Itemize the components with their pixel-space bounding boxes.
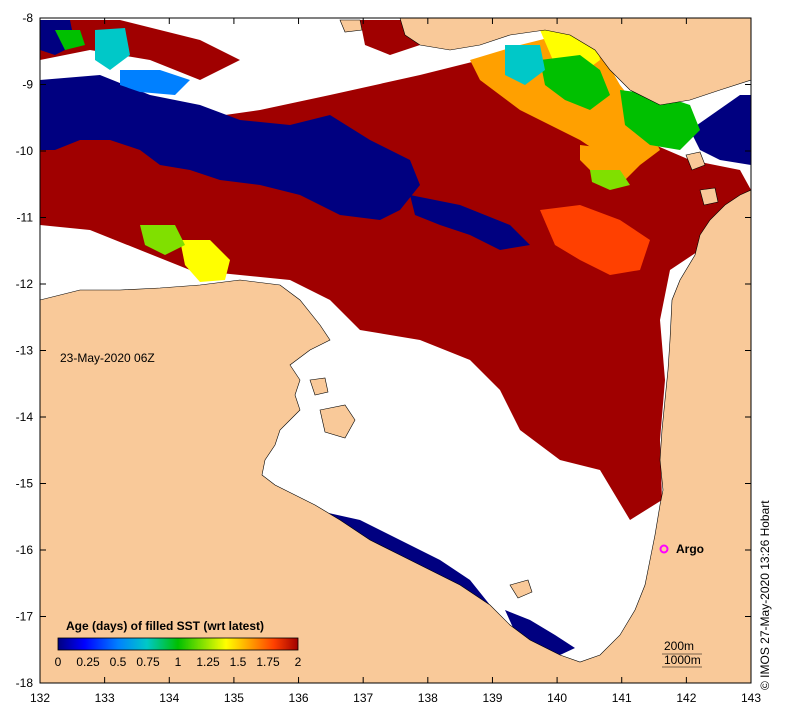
x-axis: 132 133 134 135 136 137 138 139 140 141 142 143 — [30, 18, 761, 705]
x-tick-label: 136 — [289, 691, 309, 705]
x-tick-label: 137 — [353, 691, 373, 705]
colorbar-tick-label: 0.75 — [136, 655, 160, 669]
y-tick-label: -18 — [16, 676, 34, 690]
argo-marker-icon — [659, 544, 669, 554]
colorbar-tick-label: 2 — [295, 655, 302, 669]
y-axis: -8 -9 -10 -11 -12 -13 -14 -15 -16 -17 -18 — [16, 11, 751, 690]
y-tick-label: -14 — [16, 410, 34, 424]
depth-1000-label: 1000m — [664, 653, 701, 667]
y-tick-label: -10 — [16, 144, 34, 158]
credit-text: © IMOS 27-May-2020 13:26 Hobart — [758, 500, 772, 690]
x-tick-label: 135 — [224, 691, 244, 705]
colorbar-tick-label: 0 — [55, 655, 62, 669]
x-tick-label: 138 — [418, 691, 438, 705]
colorbar-tick-label: 0.5 — [110, 655, 127, 669]
date-label: 23-May-2020 06Z — [60, 351, 155, 365]
colorbar-tick-label: 1.25 — [196, 655, 220, 669]
x-tick-label: 134 — [159, 691, 179, 705]
y-tick-label: -8 — [22, 11, 33, 25]
x-tick-label: 143 — [741, 691, 761, 705]
x-tick-label: 142 — [676, 691, 696, 705]
colorbar-gradient — [57, 637, 299, 651]
depth-200-label: 200m — [664, 639, 694, 653]
colorbar-tick-label: 1.5 — [230, 655, 247, 669]
colorbar-tick-label: 0.25 — [76, 655, 100, 669]
y-tick-label: -13 — [16, 344, 34, 358]
colorbar-tick-label: 1.75 — [256, 655, 280, 669]
y-tick-label: -9 — [22, 78, 33, 92]
argo-marker: Argo — [659, 542, 704, 556]
argo-label: Argo — [676, 542, 704, 556]
y-tick-label: -12 — [16, 277, 34, 291]
sst-age-field — [40, 20, 751, 655]
y-tick-label: -15 — [16, 477, 34, 491]
y-tick-label: -17 — [16, 610, 34, 624]
x-tick-label: 140 — [547, 691, 567, 705]
x-tick-label: 133 — [95, 691, 115, 705]
depth-legend: 200m 1000m — [662, 639, 702, 668]
y-tick-label: -11 — [17, 211, 34, 225]
y-tick-label: -16 — [16, 543, 34, 557]
land — [40, 18, 751, 683]
x-tick-label: 141 — [612, 691, 632, 705]
x-tick-label: 139 — [482, 691, 502, 705]
colorbar-tick-label: 1 — [175, 655, 182, 669]
colorbar-title: Age (days) of filled SST (wrt latest) — [66, 619, 264, 633]
x-tick-label: 132 — [30, 691, 50, 705]
